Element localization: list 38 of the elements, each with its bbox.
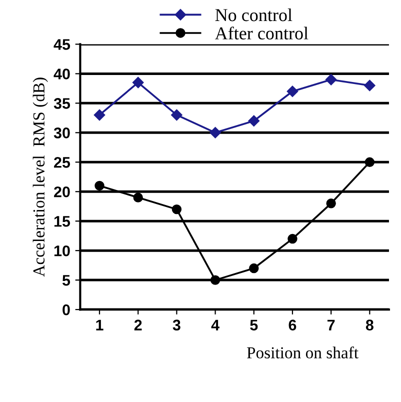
point <box>133 192 143 202</box>
point <box>364 157 375 167</box>
point <box>210 275 220 285</box>
point <box>94 109 106 121</box>
x-tick-label: 7 <box>327 320 335 330</box>
point <box>364 80 376 92</box>
y-tick-label: 10 <box>54 245 70 256</box>
x-tick-label: 3 <box>172 320 180 331</box>
y-tick-label: 35 <box>54 98 70 109</box>
legend-label: No control <box>215 8 292 22</box>
y-tick-label: 45 <box>54 39 70 50</box>
legend-label: After control <box>214 26 308 40</box>
x-tick-label: 6 <box>288 320 296 330</box>
y-tick-label: 40 <box>54 68 70 80</box>
point <box>210 127 221 138</box>
y-axis-title: Acceleration level RMS (dB) <box>32 78 48 277</box>
x-tick-label: 4 <box>211 320 220 330</box>
y-tick-label: 30 <box>54 128 70 138</box>
x-axis-title: Position on shaft <box>246 346 358 358</box>
point <box>248 115 260 126</box>
y-tick-label: 20 <box>54 186 70 198</box>
y-tick-label: 5 <box>62 275 70 286</box>
y-tick-label: 15 <box>54 216 70 227</box>
y-tick-label: 25 <box>54 157 70 168</box>
point <box>326 198 336 208</box>
x-tick-label: 5 <box>250 320 258 330</box>
point <box>172 204 182 214</box>
point <box>288 234 298 244</box>
point <box>286 86 298 97</box>
point <box>325 74 337 86</box>
x-tick-label: 8 <box>366 320 374 330</box>
point <box>249 263 259 274</box>
x-tick-label: 1 <box>96 320 104 330</box>
y-tick-label: 0 <box>62 304 70 316</box>
point <box>94 180 104 191</box>
point <box>132 76 144 88</box>
point <box>171 109 182 121</box>
x-tick-label: 2 <box>134 320 142 330</box>
